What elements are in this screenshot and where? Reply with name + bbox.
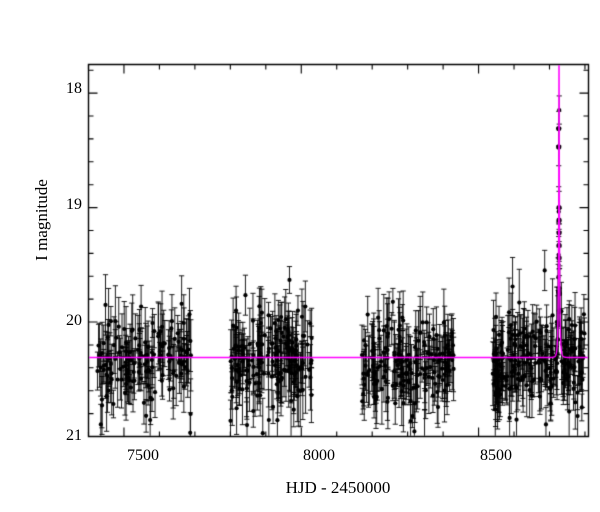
y-tick-label-20: 20 — [66, 312, 82, 329]
x-tick-label-7500: 7500 — [127, 447, 159, 464]
x-tick-label-8500: 8500 — [480, 447, 512, 464]
y-tick-label-21: 21 — [66, 427, 82, 444]
x-axis-label: HJD - 2450000 — [285, 478, 391, 497]
y-axis-label: I magnitude — [32, 179, 51, 261]
y-tick-label-18: 18 — [66, 80, 82, 97]
y-tick-label-19: 19 — [66, 196, 82, 213]
x-tick-label-8000: 8000 — [303, 447, 335, 464]
